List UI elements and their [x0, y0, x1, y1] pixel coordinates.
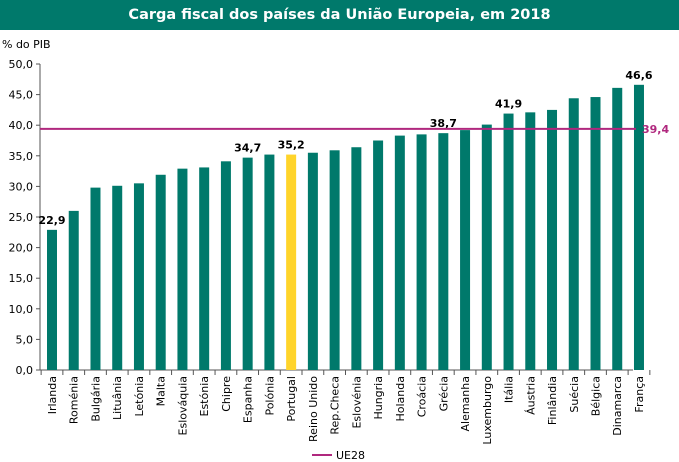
bar-irlanda: [47, 229, 57, 370]
data-label: 34,7: [234, 142, 261, 155]
bar-cro-cia: [416, 134, 427, 370]
x-tick-label: Malta: [155, 376, 168, 406]
chart-title: Carga fiscal dos países da União Europei…: [128, 7, 551, 23]
bar-bulg-ria: [90, 187, 101, 370]
x-tick-label: Áustria: [524, 376, 537, 415]
bar-chipre: [220, 161, 231, 370]
x-tick-label: Reino Unido: [307, 376, 320, 442]
x-tick-label: Espanha: [242, 376, 255, 423]
x-tick-label: Eslováquia: [176, 376, 189, 435]
x-tick-label: Chipre: [220, 376, 233, 412]
bar-finl-ndia: [547, 109, 558, 371]
chart-title-bar: Carga fiscal dos países da União Europei…: [0, 0, 679, 30]
bar-it-lia: [503, 113, 514, 371]
x-tick-label: Finlândia: [546, 376, 559, 425]
x-tick-label: Dinamarca: [611, 376, 624, 436]
y-tick-label: 35,0: [9, 150, 34, 163]
y-tick-label: 50,0: [9, 58, 34, 71]
x-tick-label: Estónia: [198, 376, 211, 417]
data-label: 35,2: [278, 139, 305, 152]
data-label: 46,6: [625, 69, 652, 82]
x-tick-label: Eslovénia: [350, 376, 363, 429]
bar-chart: % do PIB 0,0 5,0 10,0 15,0 20,0 25,0 30,0 35,0 40…: [2, 38, 669, 462]
x-tick-label: Rep.Checa: [329, 376, 342, 435]
x-tick-label: Suécia: [568, 376, 581, 413]
bar-malta: [155, 174, 166, 370]
y-tick-label: 5,0: [16, 333, 34, 346]
y-tick-label: 30,0: [9, 180, 34, 193]
x-tick-label: Bulgária: [89, 376, 102, 422]
bar-fran-a: [633, 84, 644, 371]
bar-eslov-quia: [177, 168, 188, 370]
x-tick-label: Luxemburgo: [481, 376, 494, 445]
bar-dinamarca: [612, 87, 623, 371]
x-tick-label: Croácia: [416, 376, 429, 417]
x-tick-label: Polónia: [263, 376, 276, 416]
bar-pol-nia: [264, 154, 275, 370]
x-tick-label: Letónia: [133, 376, 146, 417]
y-tick-label: 25,0: [9, 211, 34, 224]
bar-alemanha: [460, 130, 471, 370]
bar-reino-unido: [307, 152, 318, 370]
bar-holanda: [394, 135, 405, 370]
data-label: 38,7: [430, 117, 457, 130]
x-tick-label: Itália: [503, 376, 516, 403]
x-tick-label: Alemanha: [459, 376, 472, 432]
bar-rom-nia: [68, 210, 79, 370]
x-tick-label: Hungria: [372, 376, 385, 420]
bar--ustria: [525, 112, 536, 371]
x-tick-label: Grécia: [437, 376, 450, 411]
data-label: 22,9: [38, 214, 65, 227]
x-tick-label: Roménia: [68, 376, 81, 424]
x-tick-label: Lituânia: [111, 376, 124, 420]
y-tick-label: 15,0: [9, 272, 34, 285]
bar-su-cia: [568, 98, 579, 370]
bar-portugal: [286, 154, 297, 370]
y-tick-label: 45,0: [9, 89, 34, 102]
bar-b-lgica: [590, 97, 601, 370]
y-tick-label: 0,0: [16, 364, 34, 377]
y-tick-label: 20,0: [9, 242, 34, 255]
bar-hungria: [373, 140, 384, 370]
y-tick-label: 40,0: [9, 119, 34, 132]
bar-let-nia: [133, 183, 144, 370]
x-tick-label: Portugal: [285, 376, 298, 422]
reference-line-label: 39,4: [642, 123, 669, 136]
legend-label-ue28: UE28: [336, 449, 365, 462]
y-axis-title: % do PIB: [2, 38, 51, 51]
bar-luxemburgo: [481, 124, 492, 370]
bar-est-nia: [199, 167, 210, 370]
data-label: 41,9: [495, 98, 522, 111]
bar-gr-cia: [438, 133, 449, 370]
x-tick-label: Irlanda: [46, 376, 59, 414]
bar-eslov-nia: [351, 147, 362, 370]
bar-rep-checa: [329, 150, 340, 370]
x-tick-label: Bélgica: [590, 376, 603, 416]
bar-litu-nia: [112, 185, 123, 370]
bar-espanha: [242, 157, 253, 370]
y-tick-label: 10,0: [9, 303, 34, 316]
x-tick-label: Holanda: [394, 376, 407, 422]
x-tick-label: França: [633, 376, 646, 413]
